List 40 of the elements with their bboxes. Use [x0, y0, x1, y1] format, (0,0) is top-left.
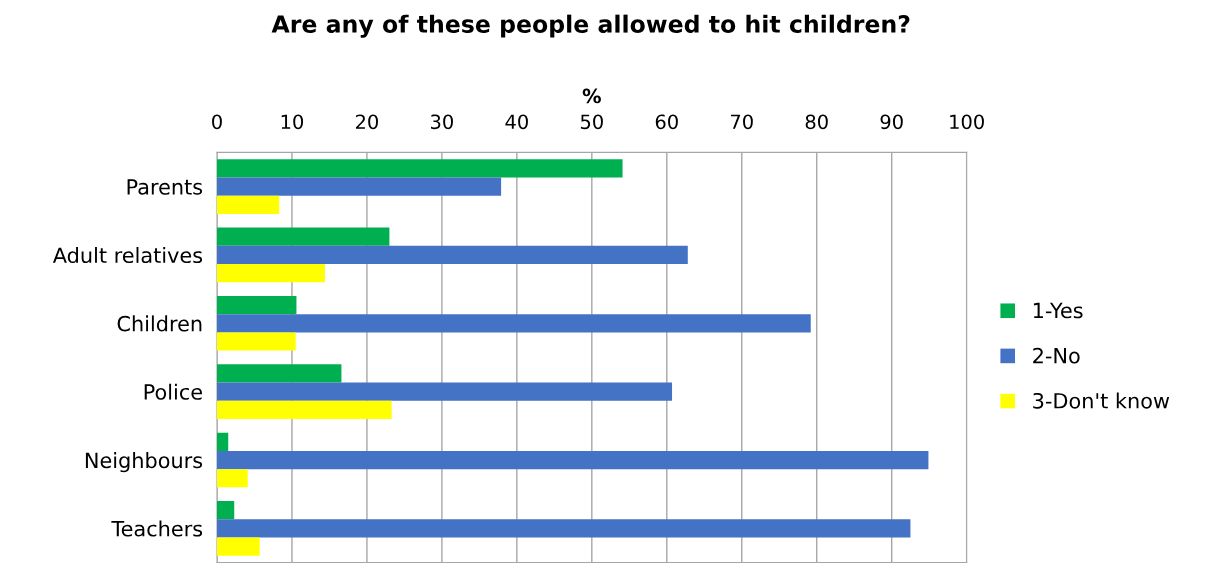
y-tick-label: Parents [127, 179, 203, 195]
x-tick-label: 100 [950, 114, 984, 130]
bar [216, 501, 235, 520]
legend-label: 2-No [1033, 347, 1080, 364]
y-tick-label: Teachers [111, 520, 203, 537]
bar [216, 245, 688, 265]
x-tick-label: 50 [580, 114, 603, 130]
bar [216, 295, 297, 315]
bar [216, 314, 811, 333]
bar [216, 469, 248, 488]
bar [216, 177, 502, 196]
y-tick-label: Police [144, 383, 202, 400]
legend-label: 1-Yes [1033, 302, 1083, 319]
bar [216, 432, 229, 451]
x-axis-title: % [582, 88, 601, 104]
bar [216, 332, 296, 351]
bar [216, 400, 392, 419]
x-tick-label: 70 [730, 114, 753, 130]
x-tick-label: 30 [431, 114, 453, 130]
x-tick-label: 40 [505, 114, 528, 130]
bar [216, 450, 929, 470]
bar [216, 195, 280, 214]
y-tick-label: Neighbours [85, 452, 203, 473]
bar [216, 227, 390, 246]
y-tick-label: Children [117, 315, 202, 332]
x-tick-label: 20 [355, 114, 378, 130]
x-tick-label: 0 [212, 114, 222, 130]
y-tick-label: Adult relatives [52, 246, 203, 264]
bar [216, 364, 342, 383]
bar [216, 159, 623, 178]
bar [216, 264, 325, 283]
x-tick-label: 80 [805, 114, 828, 130]
x-tick-label: 90 [880, 114, 903, 130]
chart-title: Are any of these people allowed to hit children? [271, 14, 910, 38]
legend-label: 3-Don't know [1033, 392, 1170, 409]
x-tick-label: 60 [655, 114, 678, 130]
bar [216, 382, 673, 401]
bar [216, 519, 911, 538]
x-tick-label: 10 [281, 114, 304, 130]
bar [216, 537, 260, 556]
